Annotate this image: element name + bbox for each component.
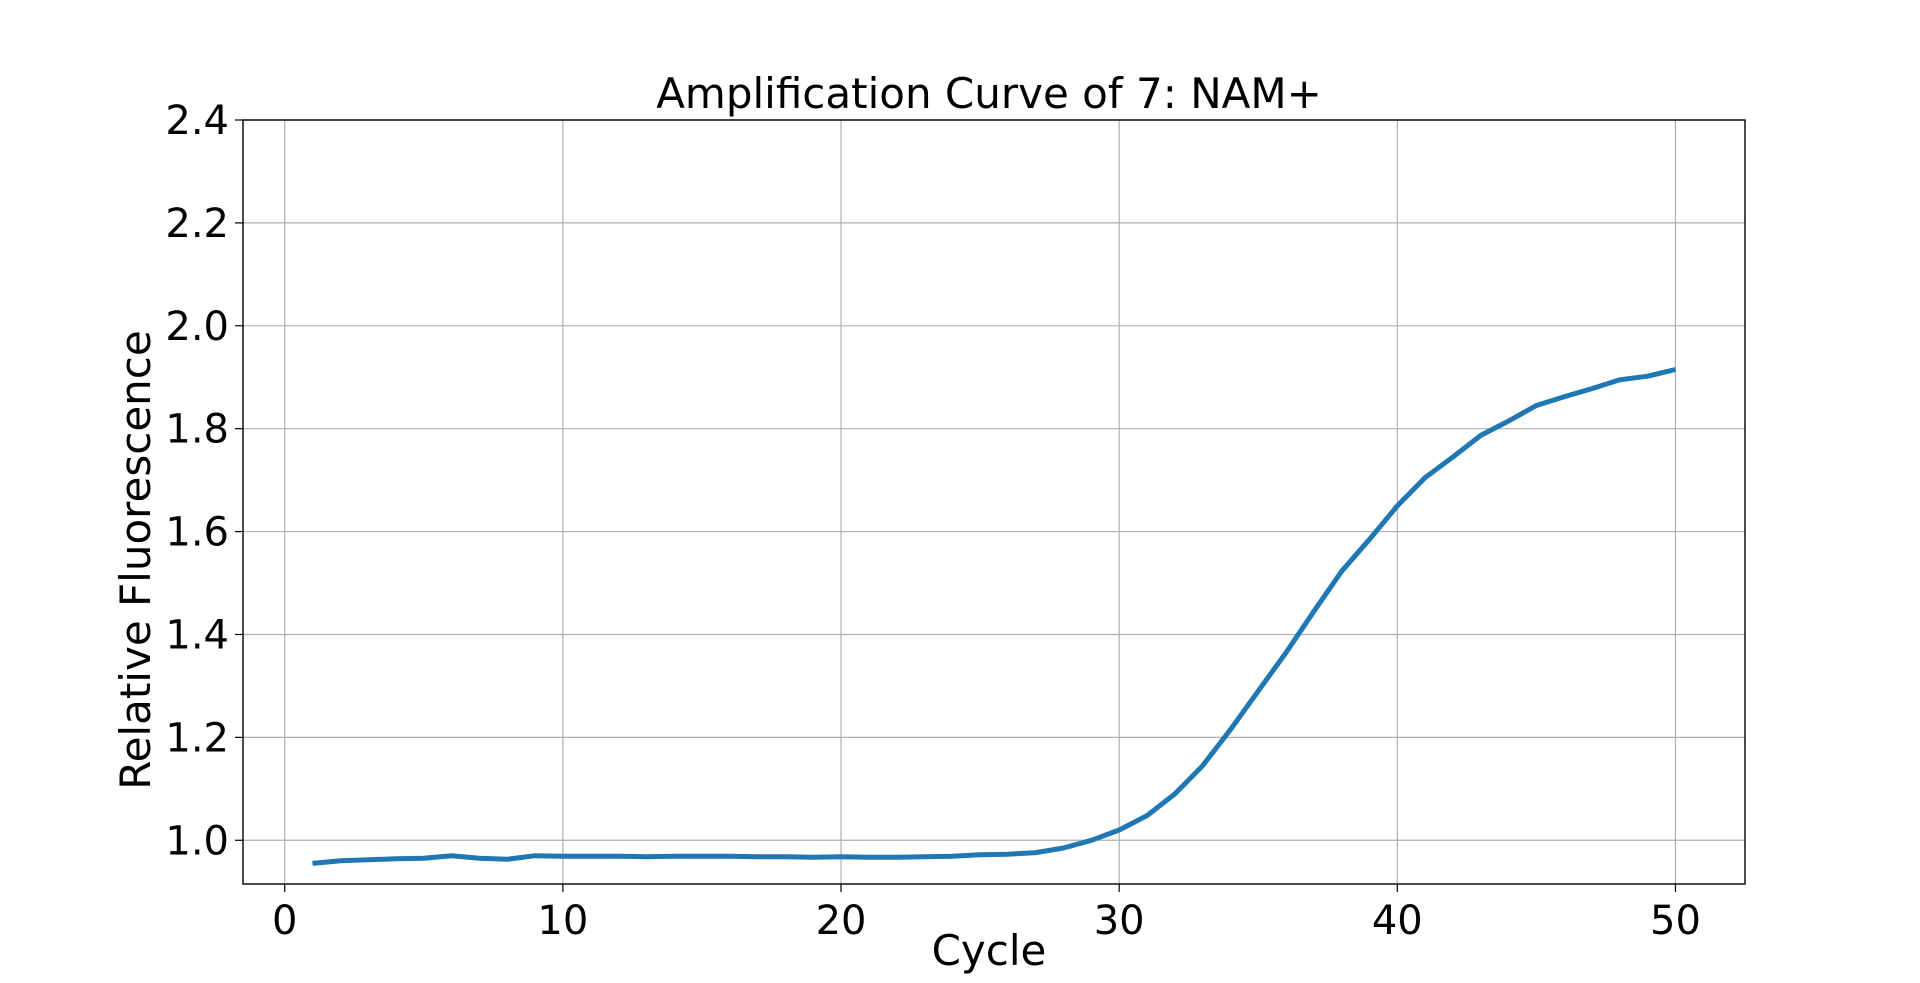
x-tick-label: 10 bbox=[537, 898, 588, 944]
y-tick-label: 1.6 bbox=[165, 510, 229, 556]
y-tick-label: 1.2 bbox=[165, 715, 229, 761]
y-tick-label: 1.8 bbox=[165, 407, 229, 453]
chart-title: Amplification Curve of 7: NAM+ bbox=[656, 69, 1322, 118]
x-tick-label: 0 bbox=[272, 898, 297, 944]
x-axis-ticks: 0 10 20 30 40 50 bbox=[272, 884, 1701, 944]
y-tick-label: 1.4 bbox=[165, 612, 229, 658]
grid-lines bbox=[243, 119, 1745, 884]
y-axis-title: Relative Fluorescence bbox=[111, 330, 160, 789]
x-tick-label: 20 bbox=[816, 898, 867, 944]
y-tick-label: 2.2 bbox=[165, 201, 229, 247]
y-tick-label: 2.4 bbox=[165, 98, 229, 144]
y-axis-ticks: 1.0 1.2 1.4 1.6 1.8 2.0 2.2 2.4 bbox=[165, 98, 243, 864]
series-line bbox=[312, 367, 1677, 866]
x-tick-label: 50 bbox=[1650, 898, 1701, 944]
series-layer bbox=[312, 367, 1677, 866]
x-tick-label: 30 bbox=[1094, 898, 1145, 944]
x-tick-label: 40 bbox=[1372, 898, 1423, 944]
y-tick-label: 1.0 bbox=[165, 818, 229, 864]
x-axis-title: Cycle bbox=[932, 926, 1047, 975]
plot-area-frame bbox=[242, 119, 1746, 885]
y-tick-label: 2.0 bbox=[165, 304, 229, 350]
